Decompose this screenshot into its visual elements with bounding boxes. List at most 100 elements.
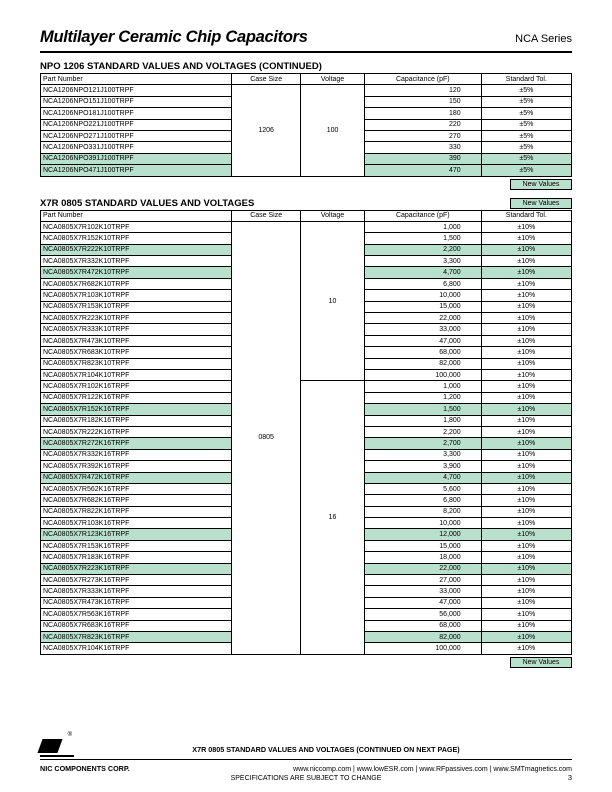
page-header: Multilayer Ceramic Chip Capacitors NCA S… xyxy=(40,28,572,53)
cell-part: NCA0805X7R104K16TRPF xyxy=(41,643,232,654)
col-case: Case Size xyxy=(232,210,301,221)
cell-tol: ±5% xyxy=(481,130,571,141)
cell-cap: 10,000 xyxy=(364,518,481,529)
cell-cap: 10,000 xyxy=(364,290,481,301)
cell-part: NCA0805X7R102K16TRPF xyxy=(41,381,232,392)
cell-tol: ±5% xyxy=(481,165,571,176)
cell-tol: ±10% xyxy=(481,518,571,529)
cell-cap: 47,000 xyxy=(364,597,481,608)
col-cap: Capacitance (pF) xyxy=(364,74,481,85)
cell-part: NCA0805X7R822K16TRPF xyxy=(41,506,232,517)
cell-part: NCA0805X7R473K16TRPF xyxy=(41,597,232,608)
cell-voltage: 10 xyxy=(301,221,365,380)
cell-tol: ±10% xyxy=(481,483,571,494)
cell-cap: 15,000 xyxy=(364,540,481,551)
cell-tol: ±10% xyxy=(481,461,571,472)
cell-cap: 3,900 xyxy=(364,461,481,472)
cell-tol: ±10% xyxy=(481,369,571,380)
cell-cap: 68,000 xyxy=(364,620,481,631)
cell-cap: 6,800 xyxy=(364,495,481,506)
cell-cap: 270 xyxy=(364,130,481,141)
main-title: Multilayer Ceramic Chip Capacitors xyxy=(40,28,308,47)
cell-tol: ±5% xyxy=(481,108,571,119)
cell-cap: 68,000 xyxy=(364,347,481,358)
cell-tol: ±10% xyxy=(481,233,571,244)
cell-cap: 3,300 xyxy=(364,256,481,267)
col-cap: Capacitance (pF) xyxy=(364,210,481,221)
series-label: NCA Series xyxy=(515,33,572,45)
cell-tol: ±10% xyxy=(481,529,571,540)
table-row: NCA1206NPO121J100TRPF1206100120±5% xyxy=(41,85,572,96)
cell-voltage: 16 xyxy=(301,381,365,654)
cell-part: NCA1206NPO331J100TRPF xyxy=(41,142,232,153)
cell-part: NCA1206NPO121J100TRPF xyxy=(41,85,232,96)
cell-tol: ±10% xyxy=(481,540,571,551)
cell-tol: ±10% xyxy=(481,495,571,506)
cell-cap: 330 xyxy=(364,142,481,153)
cell-cap: 1,000 xyxy=(364,221,481,232)
cell-part: NCA0805X7R222K16TRPF xyxy=(41,426,232,437)
col-tol: Standard Tol. xyxy=(481,74,571,85)
cell-tol: ±10% xyxy=(481,347,571,358)
cell-part: NCA0805X7R104K10TRPF xyxy=(41,369,232,380)
page-number: 3 xyxy=(568,773,572,782)
cell-part: NCA1206NPO271J100TRPF xyxy=(41,130,232,141)
cell-cap: 470 xyxy=(364,165,481,176)
cell-part: NCA0805X7R272K16TRPF xyxy=(41,438,232,449)
new-values-badge: New Values xyxy=(510,657,572,668)
cell-tol: ±10% xyxy=(481,415,571,426)
cell-case-size: 0805 xyxy=(232,221,301,654)
cell-part: NCA0805X7R562K16TRPF xyxy=(41,483,232,494)
cell-part: NCA0805X7R223K10TRPF xyxy=(41,313,232,324)
cell-tol: ±10% xyxy=(481,324,571,335)
cell-tol: ±10% xyxy=(481,267,571,278)
cell-tol: ±10% xyxy=(481,563,571,574)
new-values-row: New Values xyxy=(40,655,572,668)
cell-tol: ±5% xyxy=(481,85,571,96)
cell-cap: 3,300 xyxy=(364,449,481,460)
cell-cap: 2,200 xyxy=(364,244,481,255)
cell-cap: 5,600 xyxy=(364,483,481,494)
cell-tol: ±10% xyxy=(481,620,571,631)
cell-part: NCA1206NPO151J100TRPF xyxy=(41,96,232,107)
cell-part: NCA0805X7R153K10TRPF xyxy=(41,301,232,312)
cell-part: NCA0805X7R392K16TRPF xyxy=(41,461,232,472)
table-row: NCA0805X7R102K10TRPF0805101,000±10% xyxy=(41,221,572,232)
cell-tol: ±10% xyxy=(481,313,571,324)
cell-part: NCA0805X7R103K16TRPF xyxy=(41,518,232,529)
cell-part: NCA0805X7R683K10TRPF xyxy=(41,347,232,358)
cell-tol: ±10% xyxy=(481,597,571,608)
table-x7r-0805: Part Number Case Size Voltage Capacitanc… xyxy=(40,210,572,655)
continued-note: X7R 0805 STANDARD VALUES AND VOLTAGES (C… xyxy=(80,745,572,757)
col-part: Part Number xyxy=(41,74,232,85)
cell-cap: 56,000 xyxy=(364,609,481,620)
cell-cap: 180 xyxy=(364,108,481,119)
cell-cap: 220 xyxy=(364,119,481,130)
cell-cap: 47,000 xyxy=(364,335,481,346)
cell-cap: 15,000 xyxy=(364,301,481,312)
cell-tol: ±10% xyxy=(481,426,571,437)
cell-tol: ±10% xyxy=(481,552,571,563)
cell-tol: ±10% xyxy=(481,449,571,460)
cell-part: NCA0805X7R823K10TRPF xyxy=(41,358,232,369)
cell-tol: ±10% xyxy=(481,438,571,449)
cell-cap: 8,200 xyxy=(364,506,481,517)
cell-tol: ±10% xyxy=(481,631,571,642)
cell-cap: 4,700 xyxy=(364,267,481,278)
cell-cap: 22,000 xyxy=(364,563,481,574)
nic-logo-icon xyxy=(40,735,74,757)
new-values-row: New Values xyxy=(40,177,572,190)
cell-tol: ±5% xyxy=(481,96,571,107)
cell-cap: 6,800 xyxy=(364,278,481,289)
cell-part: NCA0805X7R102K10TRPF xyxy=(41,221,232,232)
cell-cap: 2,700 xyxy=(364,438,481,449)
section1-title: NPO 1206 STANDARD VALUES AND VOLTAGES (C… xyxy=(40,61,572,72)
cell-cap: 27,000 xyxy=(364,575,481,586)
col-case: Case Size xyxy=(232,74,301,85)
cell-cap: 33,000 xyxy=(364,586,481,597)
cell-part: NCA0805X7R103K10TRPF xyxy=(41,290,232,301)
cell-part: NCA0805X7R123K16TRPF xyxy=(41,529,232,540)
cell-cap: 390 xyxy=(364,153,481,164)
cell-part: NCA0805X7R472K10TRPF xyxy=(41,267,232,278)
cell-part: NCA0805X7R563K16TRPF xyxy=(41,609,232,620)
